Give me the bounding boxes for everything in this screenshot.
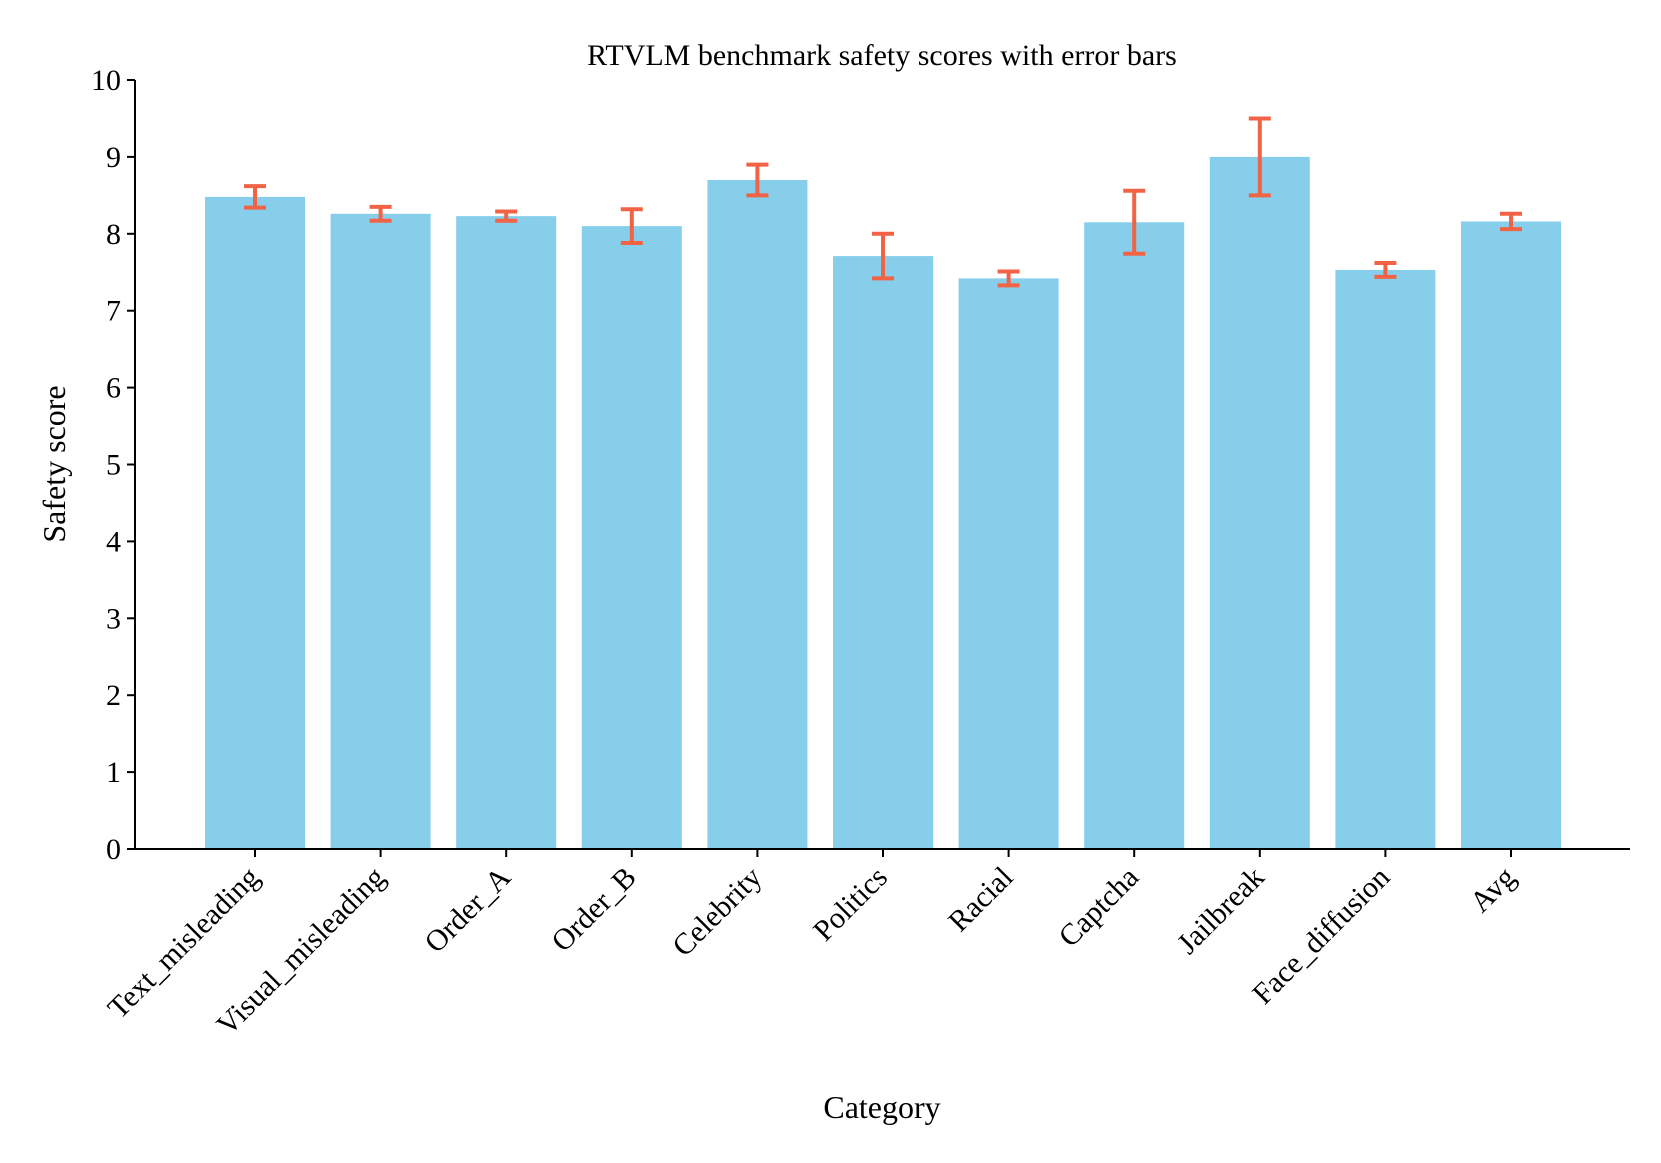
bar	[456, 216, 557, 849]
y-ticks: 0 1 2 3 4 5 6 7 8 9 10	[91, 64, 135, 866]
y-tick-label: 4	[106, 525, 121, 558]
error-bar	[872, 231, 894, 281]
y-tick-label: 6	[106, 372, 121, 405]
y-tick-label: 0	[106, 833, 121, 866]
x-tick-label: Order_A	[418, 860, 517, 959]
x-tick-label: Racial	[942, 861, 1020, 939]
x-tick-label: Avg	[1464, 861, 1522, 919]
bar	[1209, 156, 1310, 849]
bar	[1461, 221, 1561, 850]
error-bar	[369, 204, 392, 223]
x-axis-label: Category	[823, 1089, 940, 1125]
error-bar	[495, 209, 518, 223]
x-tick-label: Jailbreak	[1171, 861, 1271, 961]
bar	[1335, 269, 1436, 849]
y-tick-label: 5	[106, 449, 121, 482]
error-bar	[746, 162, 769, 198]
x-tick-label: Celebrity	[666, 861, 768, 963]
y-tick-label: 2	[106, 679, 121, 712]
y-tick-label: 9	[106, 141, 121, 174]
y-tick-label: 8	[106, 218, 121, 251]
chart-title: RTVLM benchmark safety scores with error…	[587, 39, 1177, 72]
y-tick-label: 10	[91, 64, 121, 97]
error-bar	[1248, 116, 1271, 198]
bar	[1084, 222, 1185, 849]
bar	[581, 226, 682, 850]
y-tick-label: 3	[106, 602, 121, 635]
x-tick-label: Captcha	[1052, 861, 1145, 954]
bar	[330, 213, 431, 849]
y-axis-label: Safety score	[36, 385, 72, 542]
x-tick-label: Order_B	[545, 861, 643, 959]
error-bar	[620, 207, 643, 246]
bar	[707, 179, 808, 850]
y-tick-label: 1	[106, 756, 121, 789]
x-tick-label: Politics	[807, 861, 894, 948]
error-bar	[1374, 261, 1397, 279]
bar	[205, 196, 305, 849]
error-bar	[1500, 211, 1522, 232]
bars-layer	[205, 156, 1561, 850]
bar	[833, 256, 933, 849]
error-bar	[1123, 188, 1146, 256]
error-bar	[997, 269, 1020, 288]
error-bar	[244, 184, 266, 210]
error-bars-layer	[244, 116, 1522, 288]
y-tick-label: 7	[106, 295, 121, 328]
bar	[958, 278, 1059, 850]
